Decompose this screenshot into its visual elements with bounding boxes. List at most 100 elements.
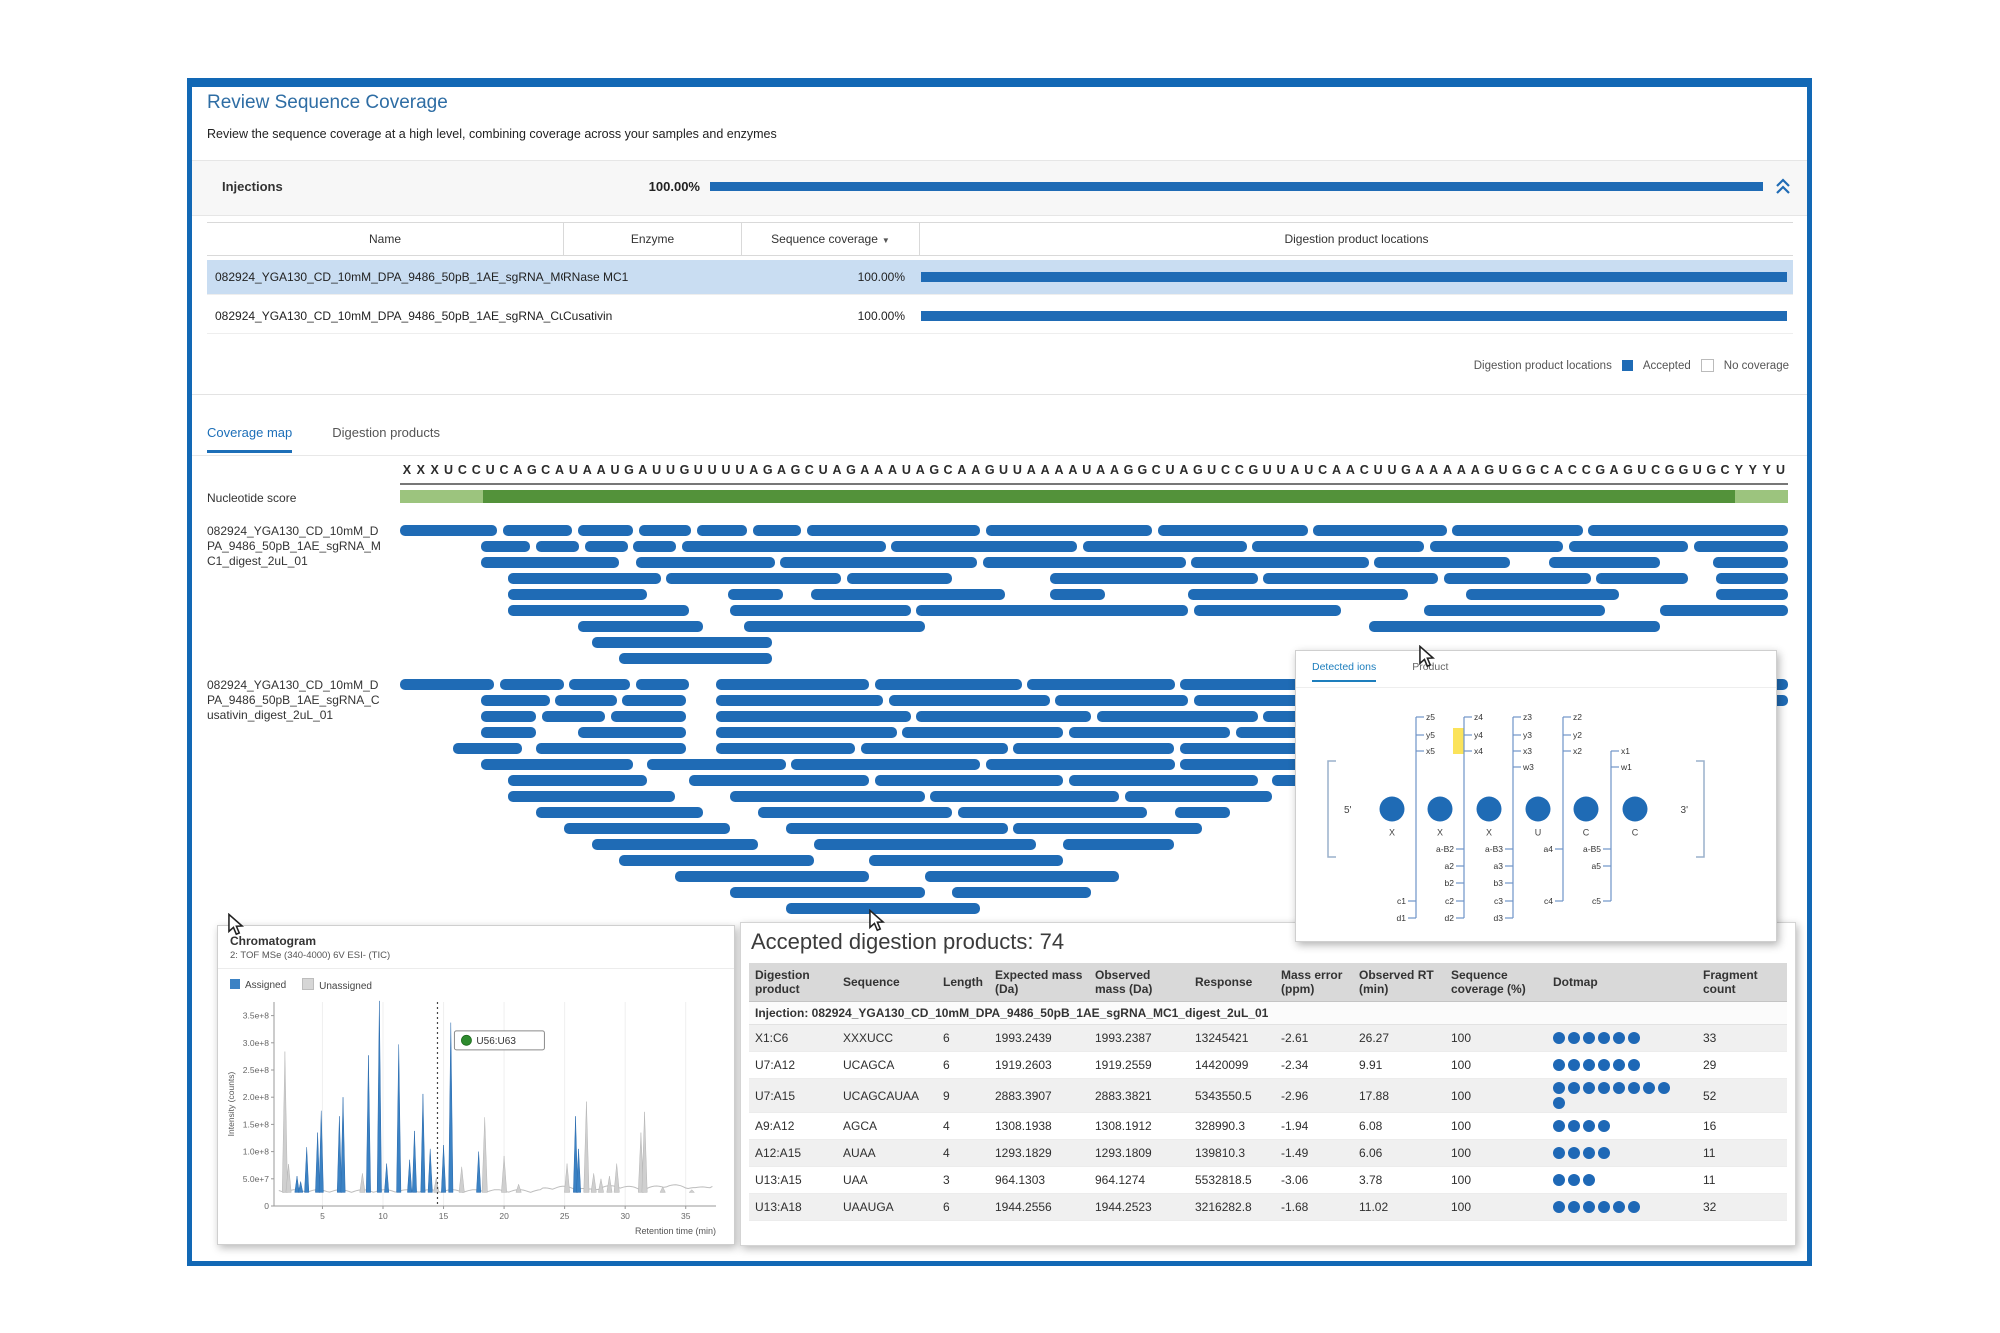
digestion-product-bar[interactable] (1096, 711, 1258, 722)
digestion-product-bar[interactable] (499, 679, 564, 690)
digestion-product-bar[interactable] (758, 807, 953, 818)
digestion-product-bar[interactable] (697, 525, 747, 536)
digestion-product-bar[interactable] (869, 855, 1064, 866)
digestion-product-bar[interactable] (1424, 605, 1605, 616)
digestion-product-bar[interactable] (1069, 775, 1258, 786)
digestion-product-bar[interactable] (1263, 573, 1439, 584)
digestion-product-bar[interactable] (1193, 605, 1342, 616)
digestion-product-bar[interactable] (888, 695, 1050, 706)
digestion-product-bar[interactable] (1055, 695, 1189, 706)
digestion-product-bar[interactable] (591, 637, 772, 648)
digestion-product-bar[interactable] (716, 679, 870, 690)
digestion-product-bar[interactable] (591, 839, 759, 850)
digestion-product-bar[interactable] (536, 541, 580, 552)
products-column-header[interactable]: Length (943, 975, 983, 989)
product-row[interactable]: U13:A15 UAA 3 964.1303 964.1274 5532818.5 -3.0… (749, 1167, 1787, 1194)
digestion-product-bar[interactable] (635, 557, 775, 568)
digestion-product-bar[interactable] (400, 679, 495, 690)
digestion-product-bar[interactable] (584, 541, 628, 552)
tab-coverage-map[interactable]: Coverage map (207, 425, 293, 453)
digestion-product-bar[interactable] (916, 711, 1092, 722)
digestion-product-bar[interactable] (1027, 679, 1175, 690)
products-column-header[interactable]: Observed mass (Da) (1095, 968, 1153, 996)
sample-row-mc1[interactable]: 082924_YGA130_CD_10mM_DPA_9486_50pB_1AE_… (207, 260, 1793, 295)
digestion-product-bar[interactable] (730, 887, 925, 898)
digestion-product-bar[interactable] (1188, 589, 1408, 600)
digestion-product-bar[interactable] (508, 605, 689, 616)
digestion-product-bar[interactable] (480, 557, 620, 568)
digestion-product-bar[interactable] (638, 525, 692, 536)
digestion-product-bar[interactable] (1013, 823, 1203, 834)
digestion-product-bar[interactable] (1715, 573, 1788, 584)
digestion-product-bar[interactable] (635, 679, 689, 690)
digestion-product-bar[interactable] (400, 525, 498, 536)
digestion-product-bar[interactable] (541, 711, 606, 722)
digestion-product-bar[interactable] (508, 589, 648, 600)
digestion-product-bar[interactable] (985, 759, 1175, 770)
digestion-product-bar[interactable] (1588, 525, 1788, 536)
digestion-product-bar[interactable] (957, 807, 1147, 818)
products-column-header[interactable]: Expected mass (Da) (995, 968, 1083, 996)
products-column-header[interactable]: Mass error (ppm) (1281, 968, 1343, 996)
digestion-product-bar[interactable] (633, 541, 677, 552)
column-header-enzyme[interactable]: Enzyme (563, 223, 741, 255)
digestion-product-bar[interactable] (1063, 839, 1175, 850)
digestion-product-bar[interactable] (1124, 791, 1272, 802)
digestion-product-bar[interactable] (806, 525, 981, 536)
column-header-name[interactable]: Name (207, 223, 563, 255)
product-row[interactable]: U7:A15 UCAGCAUAA 9 2883.3907 2883.3821 534355… (749, 1079, 1787, 1113)
collapse-chevron-icon[interactable] (1775, 177, 1791, 195)
product-row[interactable]: X1:C6 XXXUCC 6 1993.2439 1993.2387 13245421 -2… (749, 1025, 1787, 1052)
digestion-product-bar[interactable] (716, 711, 911, 722)
digestion-product-bar[interactable] (563, 823, 731, 834)
digestion-product-bar[interactable] (1157, 525, 1308, 536)
digestion-product-bar[interactable] (666, 573, 842, 584)
digestion-product-bar[interactable] (569, 679, 631, 690)
no-coverage-checkbox[interactable] (1700, 359, 1714, 372)
product-row[interactable]: A12:A15 AUAA 4 1293.1829 1293.1809 139810.3 -1… (749, 1140, 1787, 1167)
digestion-product-bar[interactable] (744, 621, 925, 632)
digestion-product-bar[interactable] (1252, 541, 1425, 552)
digestion-product-bar[interactable] (1429, 541, 1564, 552)
digestion-product-bar[interactable] (874, 775, 1064, 786)
products-column-header[interactable]: Observed RT (min) (1359, 968, 1434, 996)
digestion-product-bar[interactable] (1596, 573, 1689, 584)
digestion-product-bar[interactable] (902, 727, 1064, 738)
products-column-header[interactable]: Digestion product (755, 968, 810, 996)
digestion-product-bar[interactable] (716, 743, 856, 754)
digestion-product-bar[interactable] (1660, 605, 1788, 616)
products-column-header[interactable]: Sequence (843, 975, 900, 989)
digestion-product-bar[interactable] (577, 525, 634, 536)
digestion-product-bar[interactable] (860, 743, 1008, 754)
digestion-product-bar[interactable] (780, 557, 978, 568)
digestion-product-bar[interactable] (791, 759, 981, 770)
digestion-product-bar[interactable] (1313, 525, 1447, 536)
digestion-product-bar[interactable] (810, 589, 1006, 600)
digestion-product-bar[interactable] (982, 557, 1186, 568)
digestion-product-bar[interactable] (785, 823, 1008, 834)
digestion-product-bar[interactable] (1049, 589, 1106, 600)
popup-tab-detected-ions[interactable]: Detected ions (1312, 661, 1377, 682)
digestion-product-bar[interactable] (1374, 557, 1511, 568)
digestion-product-bar[interactable] (730, 605, 911, 616)
digestion-product-bar[interactable] (1180, 759, 1314, 770)
digestion-product-bar[interactable] (727, 589, 784, 600)
digestion-product-bar[interactable] (752, 525, 802, 536)
digestion-product-bar[interactable] (1193, 695, 1328, 706)
sample-row-cusativin[interactable]: 082924_YGA130_CD_10mM_DPA_9486_50pB_1AE_… (207, 299, 1793, 334)
digestion-product-bar[interactable] (1180, 679, 1314, 690)
digestion-product-bar[interactable] (480, 727, 537, 738)
digestion-product-bar[interactable] (622, 695, 686, 706)
digestion-product-bar[interactable] (536, 743, 686, 754)
digestion-product-bar[interactable] (577, 621, 703, 632)
digestion-product-bar[interactable] (688, 775, 870, 786)
digestion-product-bar[interactable] (985, 525, 1153, 536)
digestion-product-bar[interactable] (952, 887, 1092, 898)
digestion-product-bar[interactable] (916, 605, 1189, 616)
digestion-product-bar[interactable] (610, 711, 686, 722)
digestion-product-bar[interactable] (1271, 775, 1314, 786)
digestion-product-bar[interactable] (681, 541, 886, 552)
digestion-product-bar[interactable] (502, 525, 573, 536)
digestion-product-bar[interactable] (924, 871, 1119, 882)
digestion-product-bar[interactable] (1069, 727, 1231, 738)
